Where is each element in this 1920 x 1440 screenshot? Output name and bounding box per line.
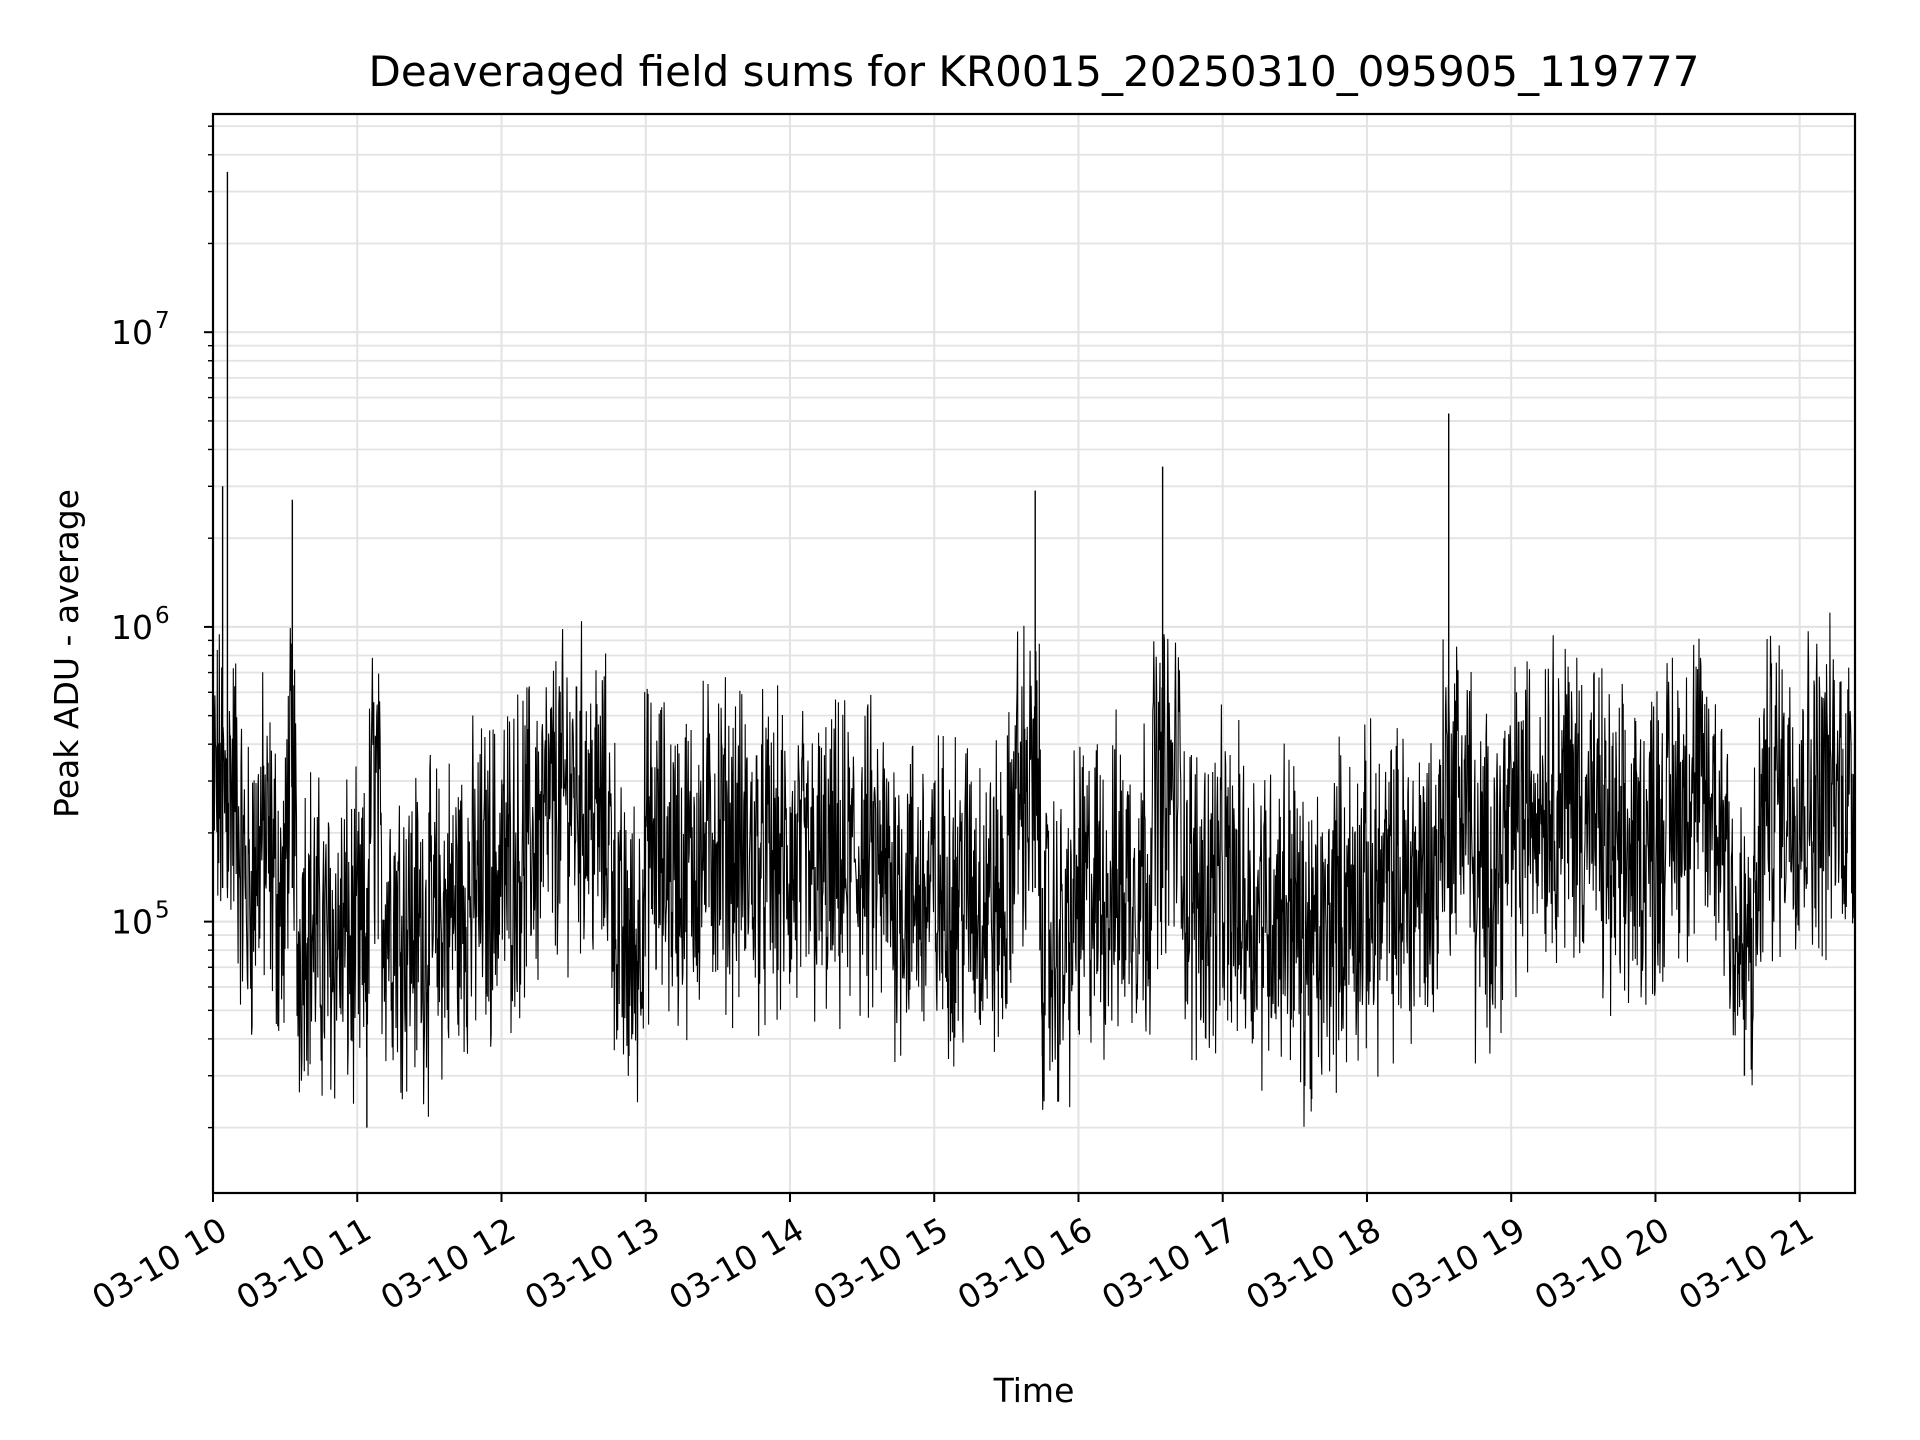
- x-tick-label: 03-10 20: [1528, 1210, 1676, 1318]
- series-line-group: [212, 171, 1856, 1128]
- x-tick-label: 03-10 11: [230, 1210, 378, 1318]
- x-tick-label: 03-10 16: [951, 1210, 1099, 1318]
- y-tick-label: 10: [111, 608, 153, 647]
- x-tick-label: 03-10 18: [1239, 1210, 1387, 1318]
- y-tick-exponent: 5: [155, 898, 170, 924]
- y-tick-exponent: 6: [155, 603, 170, 629]
- x-tick-label: 03-10 10: [85, 1210, 233, 1318]
- x-tick-label: 03-10 17: [1095, 1210, 1243, 1318]
- x-tick-label: 03-10 13: [518, 1210, 666, 1318]
- plot-frame: [211, 112, 1857, 1195]
- series-line: [212, 612, 1856, 1127]
- x-tick-label: 03-10 12: [374, 1210, 522, 1318]
- x-tick-label: 03-10 15: [807, 1210, 955, 1318]
- x-tick-label: 03-10 14: [662, 1210, 810, 1318]
- chart-title: Deaveraged field sums for KR0015_2025031…: [369, 47, 1700, 96]
- y-tick-label: 10: [111, 313, 153, 352]
- x-tick-label: 03-10 19: [1384, 1210, 1532, 1318]
- y-tick-label: 10: [111, 903, 153, 942]
- y-tick-exponent: 7: [155, 308, 170, 334]
- x-axis-label: Time: [993, 1371, 1075, 1410]
- y-axis-label: Peak ADU - average: [47, 489, 86, 818]
- x-tick-label: 03-10 21: [1672, 1210, 1820, 1318]
